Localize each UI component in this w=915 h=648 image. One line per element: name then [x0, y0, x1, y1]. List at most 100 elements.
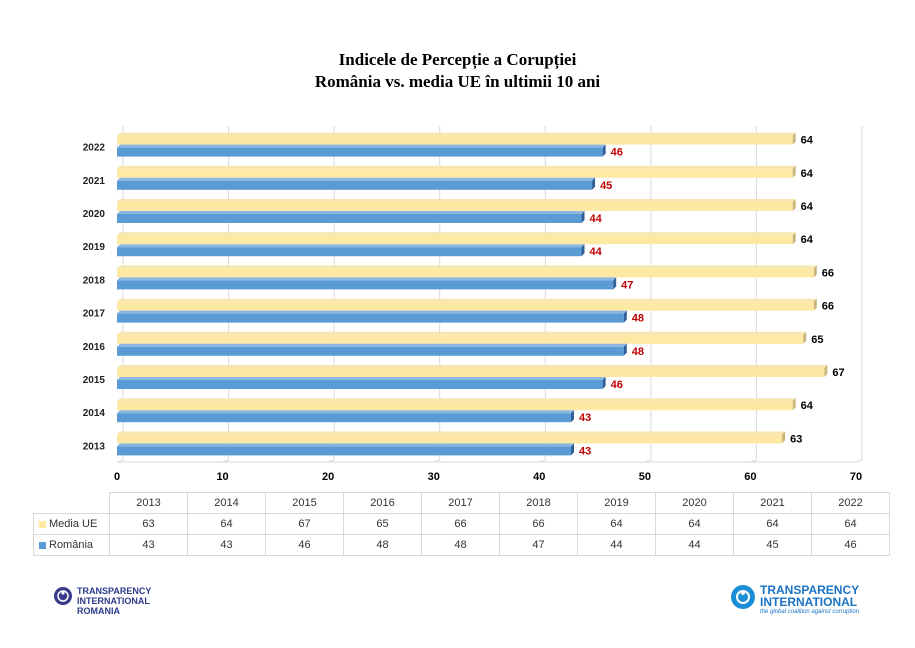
bar-media-ue — [117, 401, 793, 411]
data-label: 65 — [811, 334, 823, 346]
table-cell: 43 — [109, 534, 188, 556]
table-cell: 65 — [343, 513, 422, 535]
table-header-cell: 2021 — [733, 492, 812, 514]
bar-top-face — [117, 431, 786, 435]
logo-left-line1: TRANSPARENCY — [77, 586, 152, 596]
bar-romania — [117, 247, 582, 257]
table-cell: 64 — [655, 513, 734, 535]
bar-romania — [117, 214, 582, 223]
legend-label: Media UE — [49, 518, 98, 530]
logo-right-line2: INTERNATIONAL — [760, 595, 858, 609]
legend-key-swatch — [39, 520, 46, 528]
data-label: 45 — [600, 180, 612, 192]
bar-media-ue — [117, 334, 804, 344]
transparency-international-logo: TRANSPARENCY INTERNATIONAL the global co… — [730, 584, 859, 616]
bar-romania — [117, 180, 593, 190]
data-label: 64 — [801, 201, 814, 213]
bar-media-ue — [117, 434, 783, 444]
y-category-label: 2015 — [83, 375, 106, 386]
table-cell: 45 — [733, 534, 812, 556]
bar-media-ue — [117, 268, 814, 278]
data-label: 64 — [801, 135, 814, 147]
logo-right-line1: TRANSPARENCY — [760, 583, 860, 597]
table-header-cell: 2022 — [811, 492, 890, 514]
bar-top-face — [117, 377, 606, 380]
table-cell: 44 — [655, 534, 734, 556]
data-label: 67 — [832, 367, 844, 379]
bar-top-face — [117, 165, 796, 169]
bar-side-face — [792, 232, 796, 245]
gridline-foot — [855, 459, 863, 463]
bar-romania — [117, 280, 614, 290]
y-category-label: 2018 — [83, 275, 106, 286]
transparency-international-romania-logo: TRANSPARENCY INTERNATIONAL ROMANIA — [53, 586, 151, 616]
bar-top-face — [117, 443, 574, 447]
bar-top-face — [117, 265, 817, 269]
x-tick-label: 60 — [744, 471, 756, 483]
bar-media-ue — [117, 168, 793, 178]
bar-chart: 63 43 64 43 67 46 65 48 66 48 66 47 64 44 64 44 64 45 64 46… — [83, 126, 863, 483]
data-label: 46 — [611, 379, 623, 391]
table-row: România 43 43 46 48 48 47 44 44 45 46 — [33, 534, 890, 556]
bar-side-face — [623, 310, 627, 323]
bar-side-face — [803, 331, 807, 344]
table-cell: 48 — [421, 534, 500, 556]
logo-left-line2: INTERNATIONAL — [77, 596, 150, 606]
y-category-label: 2019 — [83, 242, 106, 253]
bar-side-face — [813, 298, 817, 311]
bar-side-face — [623, 343, 627, 356]
bar-side-face — [813, 265, 817, 278]
bar-media-ue — [117, 135, 793, 145]
bar-romania — [117, 380, 603, 389]
logo-right-tagline: the global coalition against corruption — [760, 609, 860, 615]
table-cell: 44 — [577, 534, 656, 556]
x-tick-label: 30 — [428, 471, 440, 483]
data-label: 44 — [590, 213, 603, 225]
data-label: 64 — [801, 168, 814, 180]
table-cell: 46 — [265, 534, 344, 556]
table-cell: 64 — [187, 513, 266, 535]
y-category-label: 2014 — [83, 408, 106, 419]
table-cell: 47 — [499, 534, 578, 556]
bar-romania — [117, 313, 624, 323]
bar-top-face — [117, 211, 585, 214]
bar-romania — [117, 413, 571, 423]
bar-top-face — [117, 298, 817, 302]
data-label: 66 — [822, 301, 834, 313]
x-tick-label: 10 — [216, 471, 228, 483]
ti-globe-icon — [731, 585, 755, 609]
chart-title-line2: România vs. media UE în ultimii 10 ani — [314, 72, 601, 91]
x-tick-label: 20 — [322, 471, 334, 483]
bar-side-face — [792, 199, 796, 211]
bar-media-ue — [117, 368, 825, 377]
bar-side-face — [782, 431, 786, 444]
table-cell: 64 — [811, 513, 890, 535]
data-label: 66 — [822, 267, 834, 279]
table-cell: 64 — [733, 513, 812, 535]
bar-side-face — [581, 211, 585, 223]
table-header-cell: 2015 — [265, 492, 344, 514]
table-cell: 43 — [187, 534, 266, 556]
x-tick-label: 40 — [533, 471, 545, 483]
bar-side-face — [602, 144, 606, 157]
bar-romania — [117, 147, 603, 157]
bar-top-face — [117, 398, 796, 402]
bar-side-face — [824, 365, 828, 377]
data-label: 47 — [621, 279, 633, 291]
y-category-label: 2022 — [83, 143, 106, 154]
data-label: 63 — [790, 433, 802, 445]
bar-side-face — [581, 244, 585, 257]
legend-label: România — [49, 539, 94, 551]
data-label: 46 — [611, 147, 623, 159]
bar-top-face — [117, 244, 585, 248]
y-category-label: 2016 — [83, 342, 106, 353]
bar-top-face — [117, 144, 606, 148]
bar-media-ue — [117, 235, 793, 245]
table-cell: 64 — [577, 513, 656, 535]
table-header-cell: 2016 — [343, 492, 422, 514]
data-label: 48 — [632, 346, 644, 358]
chart-title-line1: Indicele de Percepție a Corupției — [338, 50, 577, 69]
bar-side-face — [792, 398, 796, 411]
y-category-label: 2013 — [83, 441, 106, 452]
table-cell: 66 — [499, 513, 578, 535]
